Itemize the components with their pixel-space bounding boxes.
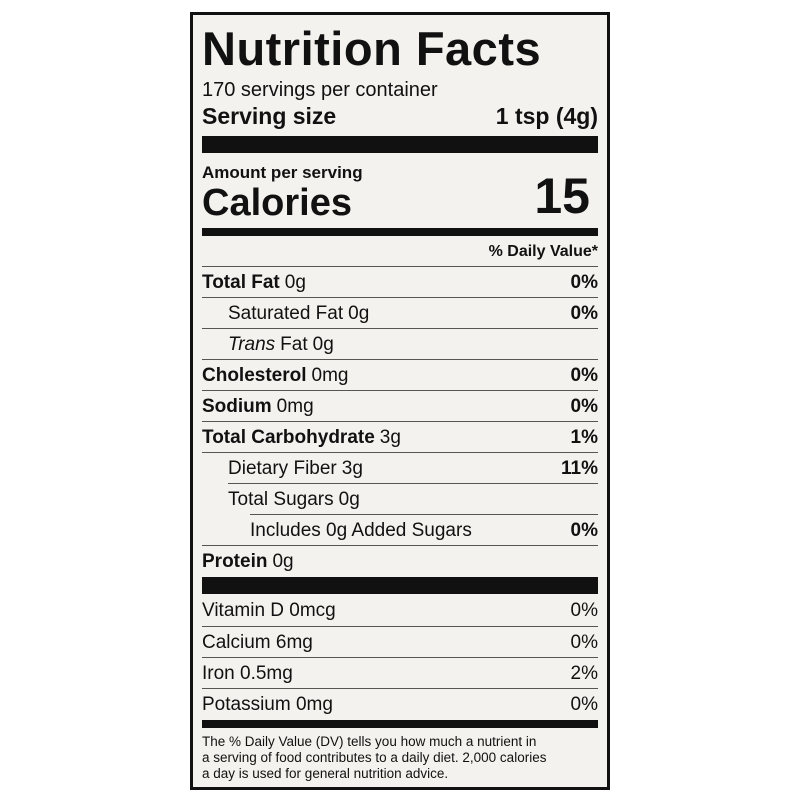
vitamin-row: Calcium 6mg 0% (202, 626, 598, 658)
nutrient-name: Cholesterol (202, 364, 307, 386)
vitamin-name: Vitamin D 0mcg (202, 599, 336, 621)
footnote: The % Daily Value (DV) tells you how muc… (202, 734, 598, 782)
medium-rule (202, 228, 598, 236)
vitamin-row: Potassium 0mg 0% (202, 688, 598, 720)
footnote-line: The % Daily Value (DV) tells you how muc… (202, 734, 537, 749)
servings: 170 servings per container (202, 79, 438, 101)
serving-size-row: Serving size 1 tsp (4g) (202, 103, 598, 130)
vitamin-row: Iron 0.5mg 2% (202, 657, 598, 689)
nutrient-dv: 0% (570, 395, 598, 417)
vitamin-name: Calcium 6mg (202, 631, 313, 653)
calories-value: 15 (534, 168, 590, 224)
nutrient-dv: 1% (570, 426, 598, 448)
nutrient-amount: 3g (379, 426, 401, 448)
nutrient-amount: 0mg (276, 395, 314, 417)
vitamin-name: Iron 0.5mg (202, 662, 293, 684)
nutrient-row: Includes 0g Added Sugars 0% (250, 514, 598, 546)
nutrient-amount: 0g (312, 333, 334, 355)
amount-per-serving: Amount per serving (202, 163, 363, 182)
vitamin-row: Vitamin D 0mcg 0% (202, 595, 598, 626)
nutrient-dv: 0% (570, 271, 598, 293)
thick-rule (202, 136, 598, 153)
nutrient-name: Total Sugars (228, 488, 334, 510)
vitamin-dv: 2% (570, 662, 598, 684)
calories-row: Calories 15 (202, 168, 598, 225)
footnote-line: a day is used for general nutrition advi… (202, 766, 449, 781)
nutrient-amount: 0g (272, 550, 294, 572)
nutrient-dv: 0% (570, 302, 598, 324)
nutrient-name: Dietary Fiber (228, 457, 337, 479)
nutrient-name: Fat (280, 333, 308, 355)
nutrient-dv: 0% (570, 519, 598, 541)
nutrient-amount: 0mg (311, 364, 349, 386)
nutrient-row: Cholesterol 0mg 0% (202, 359, 598, 391)
title: Nutrition Facts (202, 22, 542, 75)
nutrient-row: Saturated Fat 0g 0% (202, 297, 598, 329)
nutrient-amount: 0g (348, 302, 370, 324)
vitamin-dv: 0% (570, 631, 598, 653)
nutrient-amount: 0g (338, 488, 360, 510)
nutrient-row: Total Sugars 0g (228, 483, 598, 515)
nutrient-row: Total Fat 0g 0% (202, 266, 598, 298)
nutrient-name: Total Carbohydrate (202, 426, 375, 448)
nutrient-row: Trans Fat 0g (202, 328, 598, 360)
vitamin-dv: 0% (570, 693, 598, 715)
footnote-line: a serving of food contributes to a daily… (202, 750, 547, 765)
nutrient-amount: 3g (341, 457, 363, 479)
nutrient-name: Total Fat (202, 271, 280, 293)
thick-rule (202, 577, 598, 594)
nutrient-row: Protein 0g (202, 545, 598, 577)
nutrient-row: Dietary Fiber 3g 11% (202, 452, 598, 484)
daily-value-heading: % Daily Value* (488, 243, 598, 260)
nutrition-label: Nutrition Facts 170 servings per contain… (190, 12, 610, 790)
nutrient-name: Includes 0g Added Sugars (250, 519, 472, 541)
medium-rule (202, 720, 598, 728)
nutrient-row: Total Carbohydrate 3g 1% (202, 421, 598, 453)
nutrient-name: Saturated Fat (228, 302, 344, 324)
serving-size-label: Serving size (202, 103, 337, 129)
nutrient-name: Protein (202, 550, 268, 572)
nutrient-dv: 11% (561, 457, 598, 479)
vitamin-name: Potassium 0mg (202, 693, 333, 715)
nutrient-amount: 0g (284, 271, 306, 293)
nutrient-row: Sodium 0mg 0% (202, 390, 598, 422)
calories-label: Calories (202, 182, 352, 224)
nutrient-prefix: Trans (228, 333, 276, 355)
nutrient-dv: 0% (570, 364, 598, 386)
serving-size: 1 tsp (4g) (495, 103, 598, 129)
nutrient-name: Sodium (202, 395, 272, 417)
vitamin-dv: 0% (570, 599, 598, 621)
